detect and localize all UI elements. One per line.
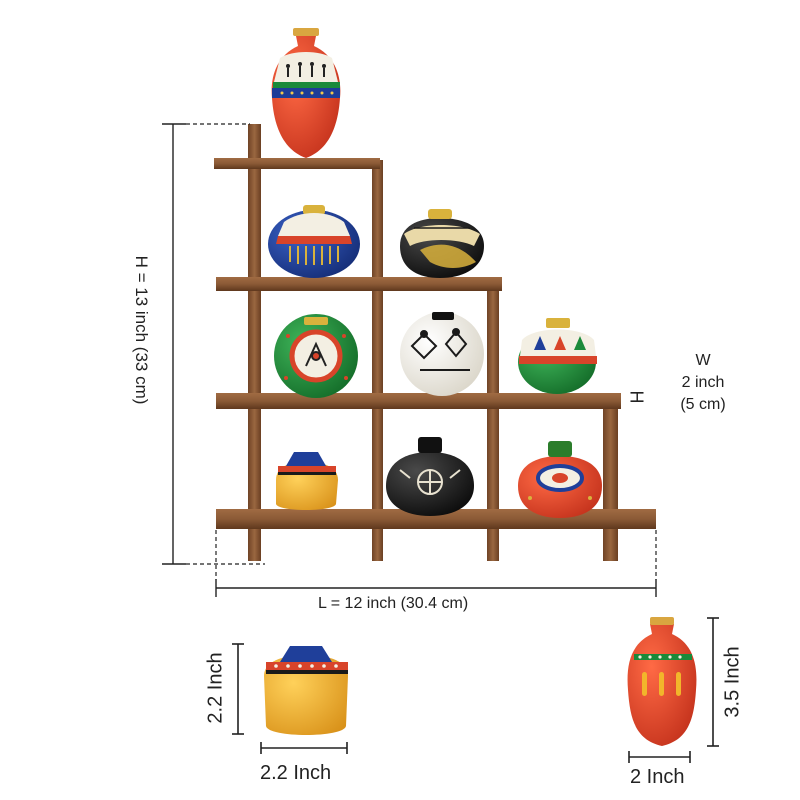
width-label-line3: (5 cm) <box>680 396 726 413</box>
red-vase-top <box>271 28 341 158</box>
shelf-board-2 <box>216 277 502 291</box>
yellow-pot-shelf <box>276 452 338 510</box>
tall-vase-width-label: 2 Inch <box>630 766 685 788</box>
small-yellow-pot-detail <box>264 646 348 735</box>
shelf-board-3 <box>216 393 621 409</box>
red-pot-shelf <box>518 441 602 518</box>
tall-vase-height-label: 3.5 Inch <box>721 646 744 718</box>
green-colourful-pot <box>518 318 597 394</box>
small-pot-width-label: 2.2 Inch <box>260 762 332 784</box>
cream-warli-pot <box>400 312 484 396</box>
height-marker-label: H <box>626 390 647 404</box>
width-label-line2: 2 inch <box>681 374 725 391</box>
black-gold-pot <box>400 209 484 278</box>
small-pot-height-label: 2.2 Inch <box>204 652 227 724</box>
height-label: H = 13 inch (33 cm) <box>132 255 151 405</box>
tall-red-vase-detail <box>627 617 697 746</box>
dimension-lines <box>162 123 719 763</box>
width-label: W 2 inch (5 cm) <box>672 350 734 416</box>
shelf-post-second <box>372 160 383 561</box>
black-warli-pot <box>386 437 474 516</box>
green-pot <box>274 314 358 398</box>
shelf-post-right <box>603 396 618 561</box>
length-label: L = 12 inch (30.4 cm) <box>318 595 469 612</box>
shelf-post-third <box>487 280 499 561</box>
width-label-line1: W <box>695 352 711 369</box>
shelf-post-left <box>248 124 261 561</box>
shelf-board-top <box>214 158 380 169</box>
blue-pot <box>268 205 360 278</box>
